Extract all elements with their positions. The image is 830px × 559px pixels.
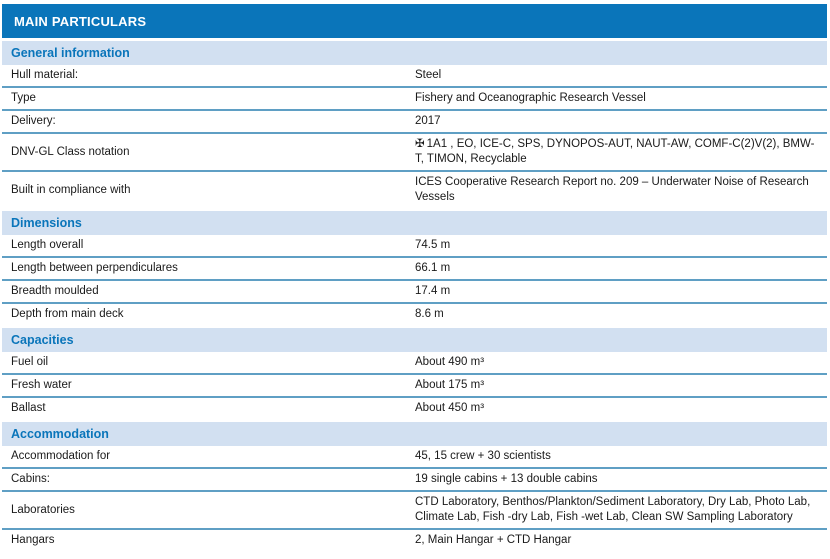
section: Accommodation Accommodation for 45, 15 cre…	[2, 422, 827, 551]
row-value: 17.4 m	[415, 285, 451, 297]
table-row: Built in compliance with ICES Cooperative…	[2, 170, 827, 208]
row-label: Delivery:	[11, 115, 56, 127]
row-label: Length overall	[11, 239, 84, 251]
table-row: Breadth moulded 17.4 m	[2, 279, 827, 302]
row-label: Depth from main deck	[11, 308, 124, 320]
row-value: 19 single cabins + 13 double cabins	[415, 473, 598, 485]
table-row: DNV-GL Class notation ✠ 1A1 , EO, ICE-C, S…	[2, 132, 827, 170]
row-value-text: 1A1 , EO, ICE-C, SPS, DYNOPOS-AUT, NAUT-…	[415, 138, 815, 165]
row-label: Hull material:	[11, 69, 79, 81]
row-value: Fishery and Oceanographic Research Vesse…	[415, 92, 646, 104]
row-value: 2, Main Hangar + CTD Hangar	[415, 534, 572, 546]
row-label: DNV-GL Class notation	[11, 145, 130, 158]
row-label: Hangars	[11, 534, 55, 546]
table-row: Type Fishery and Oceanographic Research V…	[2, 86, 827, 109]
row-value: ✠ 1A1 , EO, ICE-C, SPS, DYNOPOS-AUT, NAUT…	[415, 134, 825, 170]
table-row: Ballast About 450 m³	[2, 396, 827, 419]
section-heading: Capacities	[2, 328, 827, 352]
row-value: ICES Cooperative Research Report no. 209…	[415, 176, 809, 203]
table-row: Depth from main deck 8.6 m	[2, 302, 827, 325]
particulars-table: MAIN PARTICULARS General information Hull…	[2, 4, 827, 551]
row-value: 45, 15 crew + 30 scientists	[415, 450, 551, 462]
table-row: Laboratories CTD Laboratory, Benthos/Plan…	[2, 490, 827, 528]
row-label: Type	[11, 92, 36, 104]
row-label: Accommodation for	[11, 450, 111, 462]
row-label: Length between perpendiculares	[11, 262, 178, 274]
row-value: 8.6 m	[415, 308, 444, 320]
row-value: 66.1 m	[415, 262, 451, 274]
table-row: Delivery: 2017	[2, 109, 827, 132]
row-value: About 175 m³	[415, 379, 485, 391]
row-value: CTD Laboratory, Benthos/Plankton/Sedimen…	[415, 496, 811, 523]
table-row: Hull material: Steel	[2, 65, 827, 86]
table-row: Hangars 2, Main Hangar + CTD Hangar	[2, 528, 827, 551]
table-row: Accommodation for 45, 15 crew + 30 scient…	[2, 446, 827, 467]
section-heading: General information	[2, 41, 827, 65]
row-value: About 490 m³	[415, 356, 485, 368]
table-row: Fresh water About 175 m³	[2, 373, 827, 396]
section-rows: Fuel oil About 490 m³ Fresh water About 175…	[2, 352, 827, 419]
row-label: Built in compliance with	[11, 183, 131, 196]
section: General information Hull material: Steel Ty…	[2, 41, 827, 208]
row-label: Fresh water	[11, 379, 72, 391]
table-title-bar: MAIN PARTICULARS	[2, 4, 827, 38]
section: Dimensions Length overall 74.5 m Length bet…	[2, 211, 827, 325]
row-value: About 450 m³	[415, 402, 485, 414]
row-value: 2017	[415, 115, 441, 127]
table-row: Length between perpendiculares 66.1 m	[2, 256, 827, 279]
row-label: Breadth moulded	[11, 285, 99, 297]
section-rows: Accommodation for 45, 15 crew + 30 scient…	[2, 446, 827, 551]
section-heading: Accommodation	[2, 422, 827, 446]
table-row: Length overall 74.5 m	[2, 235, 827, 256]
row-label: Fuel oil	[11, 356, 49, 368]
row-value: 74.5 m	[415, 239, 451, 251]
row-label: Cabins:	[11, 473, 50, 485]
maltese-cross-icon: ✠	[415, 138, 425, 150]
row-label: Laboratories	[11, 503, 75, 516]
row-label: Ballast	[11, 402, 46, 414]
row-value: Steel	[415, 69, 442, 81]
section-rows: Length overall 74.5 m Length between perpe…	[2, 235, 827, 325]
section: Capacities Fuel oil About 490 m³ Fresh wate…	[2, 328, 827, 419]
table-title: MAIN PARTICULARS	[14, 13, 147, 29]
table-row: Fuel oil About 490 m³	[2, 352, 827, 373]
section-rows: Hull material: Steel Type Fishery and Ocean…	[2, 65, 827, 208]
section-heading: Dimensions	[2, 211, 827, 235]
table-row: Cabins: 19 single cabins + 13 double cabi…	[2, 467, 827, 490]
